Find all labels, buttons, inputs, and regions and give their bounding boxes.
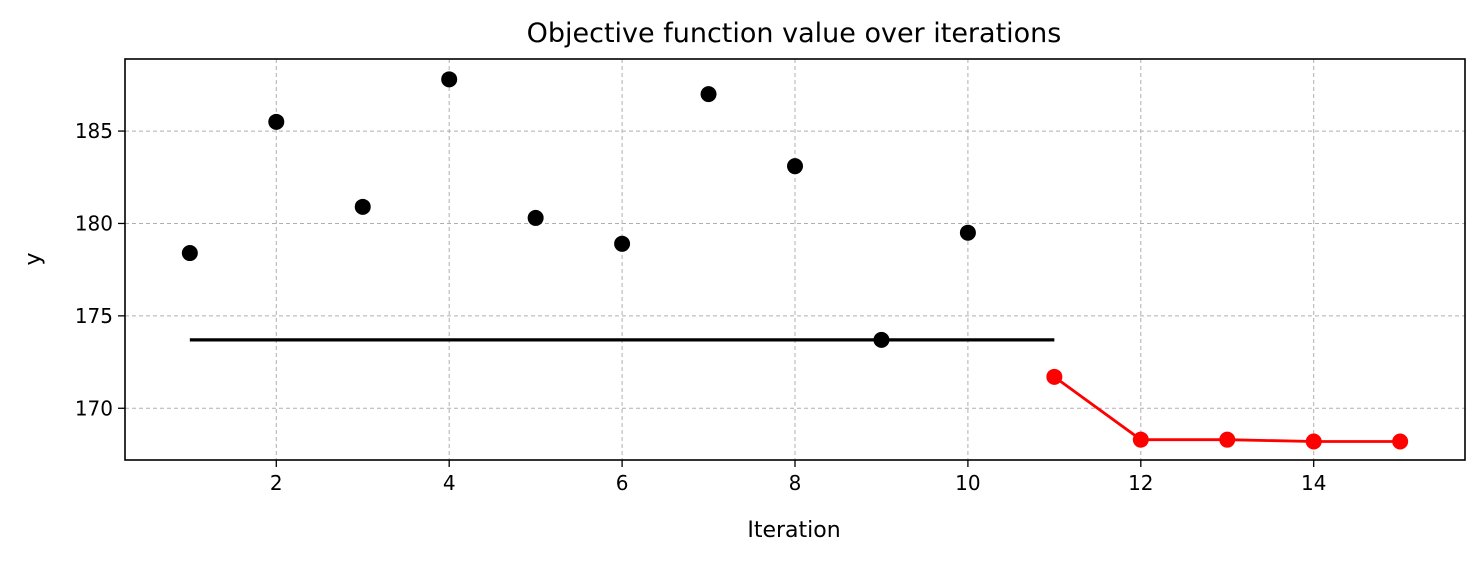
- data-point: [354, 198, 371, 215]
- data-point: [441, 71, 458, 88]
- x-tick-label: 8: [789, 471, 802, 495]
- x-axis-ticks: 2 4 6 8 10 12 14: [270, 460, 1326, 495]
- x-tick-label: 4: [443, 471, 456, 495]
- data-point: [1046, 368, 1063, 385]
- y-tick-label: 180: [75, 211, 113, 235]
- data-point: [1392, 433, 1409, 450]
- data-point: [1132, 431, 1149, 448]
- x-tick-label: 12: [1128, 471, 1153, 495]
- data-point: [787, 158, 803, 175]
- x-tick-label: 2: [270, 471, 283, 495]
- y-tick-label: 175: [75, 304, 113, 328]
- x-axis-label: Iteration: [747, 518, 840, 543]
- data-point: [181, 245, 198, 262]
- data-point: [959, 224, 976, 241]
- data-point: [1219, 431, 1236, 448]
- data-point: [614, 235, 631, 252]
- grid-lines: [125, 59, 1465, 460]
- y-axis-label: y: [21, 252, 46, 265]
- data-point: [527, 209, 544, 226]
- data-series: [181, 71, 1409, 450]
- chart-title: Objective function value over iterations: [527, 18, 1062, 49]
- data-point: [873, 331, 890, 348]
- x-tick-label: 10: [955, 471, 980, 495]
- y-tick-label: 185: [75, 119, 113, 143]
- data-point: [1305, 433, 1322, 450]
- y-tick-label: 170: [75, 396, 113, 420]
- y-axis-ticks: 170 175 180 185: [75, 119, 125, 420]
- plot-frame: [124, 58, 1466, 461]
- data-point: [700, 86, 717, 103]
- x-tick-label: 14: [1301, 471, 1326, 495]
- data-point: [268, 113, 285, 130]
- x-tick-label: 6: [616, 471, 629, 495]
